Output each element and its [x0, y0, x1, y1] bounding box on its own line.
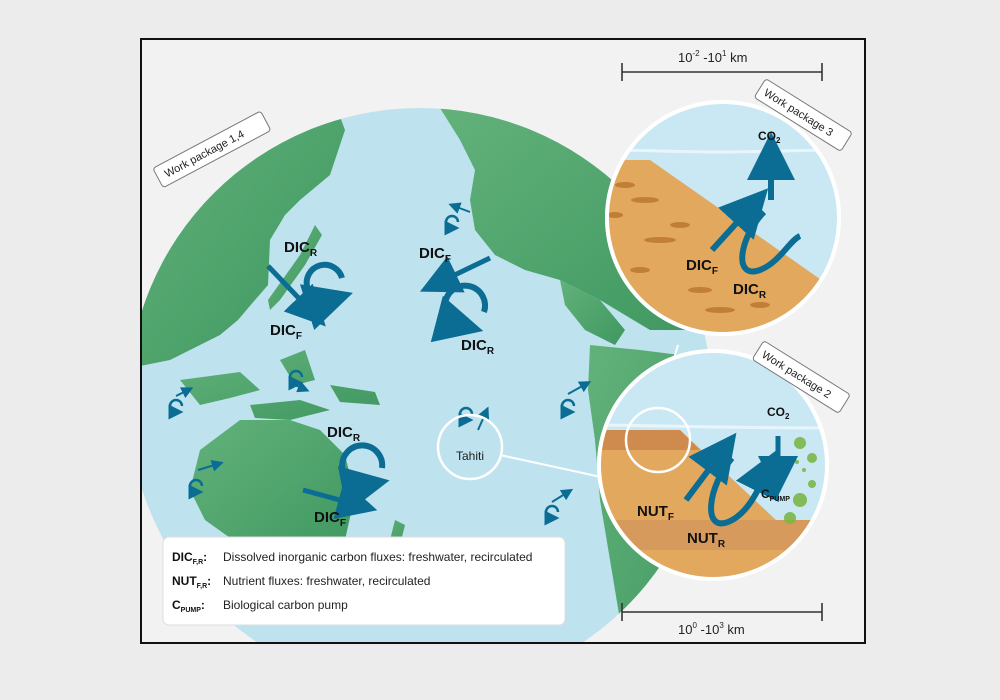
tahiti-connector-line	[499, 454, 616, 481]
scale-bottom-label: 100 -103 km	[678, 621, 745, 637]
dic-r-east-cycle	[430, 282, 489, 343]
legend-row: NUTF,R: Nutrient fluxes: freshwater, rec…	[172, 574, 430, 590]
dic-r-west-cycle	[299, 261, 353, 331]
svg-text:Nutrient fluxes: freshwater, r: Nutrient fluxes: freshwater, recirculate…	[223, 574, 430, 588]
central-america-landmass	[560, 280, 625, 345]
label-dic-f-aus: DICF	[314, 509, 346, 529]
wp3-dic-f-label: DICF	[686, 257, 718, 277]
legend-row: CPUMP: Biological carbon pump	[172, 598, 348, 614]
label-dic-r-aus: DICR	[327, 424, 361, 444]
svg-text:NUTF,R:: NUTF,R:	[172, 574, 211, 590]
wp3-dic-f-arrow	[709, 188, 769, 253]
japan-landmass	[268, 225, 322, 310]
inset-work-package-3: CO2 DICF DICR Work package 3	[605, 79, 852, 336]
svg-text:CPUMP:: CPUMP:	[172, 598, 205, 614]
small-flux-icon	[288, 369, 310, 393]
scale-top-label: 10-2 -101 km	[678, 49, 747, 65]
scale-bar-bottom: 100 -103 km	[621, 603, 823, 637]
dic-f-aus-arrow	[302, 480, 378, 520]
small-flux-icon	[544, 488, 574, 526]
legend-box	[162, 536, 566, 626]
small-flux-icon	[188, 459, 224, 500]
wp2-nut-f-label: NUTF	[637, 503, 674, 523]
wp2-nut-f-arrow	[683, 432, 737, 502]
indonesia-islands	[180, 350, 380, 420]
wp2-nut-r-label: NUTR	[687, 530, 726, 550]
legend: DICF,R: Dissolved inorganic carbon fluxe…	[162, 536, 566, 626]
wp3-dic-r-loop	[739, 209, 802, 275]
wp3-co2-label: CO2	[758, 129, 781, 145]
wp2-nut-r-loop	[708, 448, 779, 527]
label-dic-f-east: DICF	[419, 245, 451, 265]
tahiti-flux-icon	[458, 406, 490, 431]
legend-row: DICF,R: Dissolved inorganic carbon fluxe…	[172, 550, 532, 566]
australia-landmass	[190, 420, 355, 560]
svg-text:Biological carbon pump: Biological carbon pump	[223, 598, 348, 612]
small-flux-icon	[444, 202, 471, 236]
tahiti-label: Tahiti	[456, 449, 484, 463]
label-dic-r-east: DICR	[461, 337, 495, 357]
label-dic-r-west: DICR	[284, 239, 318, 259]
wp2-co2-label: CO2	[767, 405, 790, 421]
svg-text:Dissolved inorganic carbon flu: Dissolved inorganic carbon fluxes: fresh…	[223, 550, 532, 564]
dic-f-east-arrow	[419, 255, 492, 293]
small-flux-icon	[560, 381, 592, 420]
map-arrows	[168, 202, 592, 526]
wp2-zoom-circle	[624, 406, 692, 474]
small-flux-icon	[168, 387, 194, 420]
wp2-c-pump-label: CPUMP	[761, 487, 790, 503]
scale-bar-top: 10-2 -101 km	[621, 49, 823, 81]
antarctica-edge	[240, 668, 600, 690]
wp3-dic-r-label: DICR	[733, 281, 767, 301]
inset-wp3-sediment	[607, 160, 839, 334]
inset-work-package-2: CO2 CPUMP NUTF NUTR Work package 2	[597, 341, 850, 581]
svg-text:DICF,R:: DICF,R:	[172, 550, 207, 566]
tahiti-circle	[436, 413, 504, 481]
label-dic-f-west: DICF	[270, 322, 302, 342]
